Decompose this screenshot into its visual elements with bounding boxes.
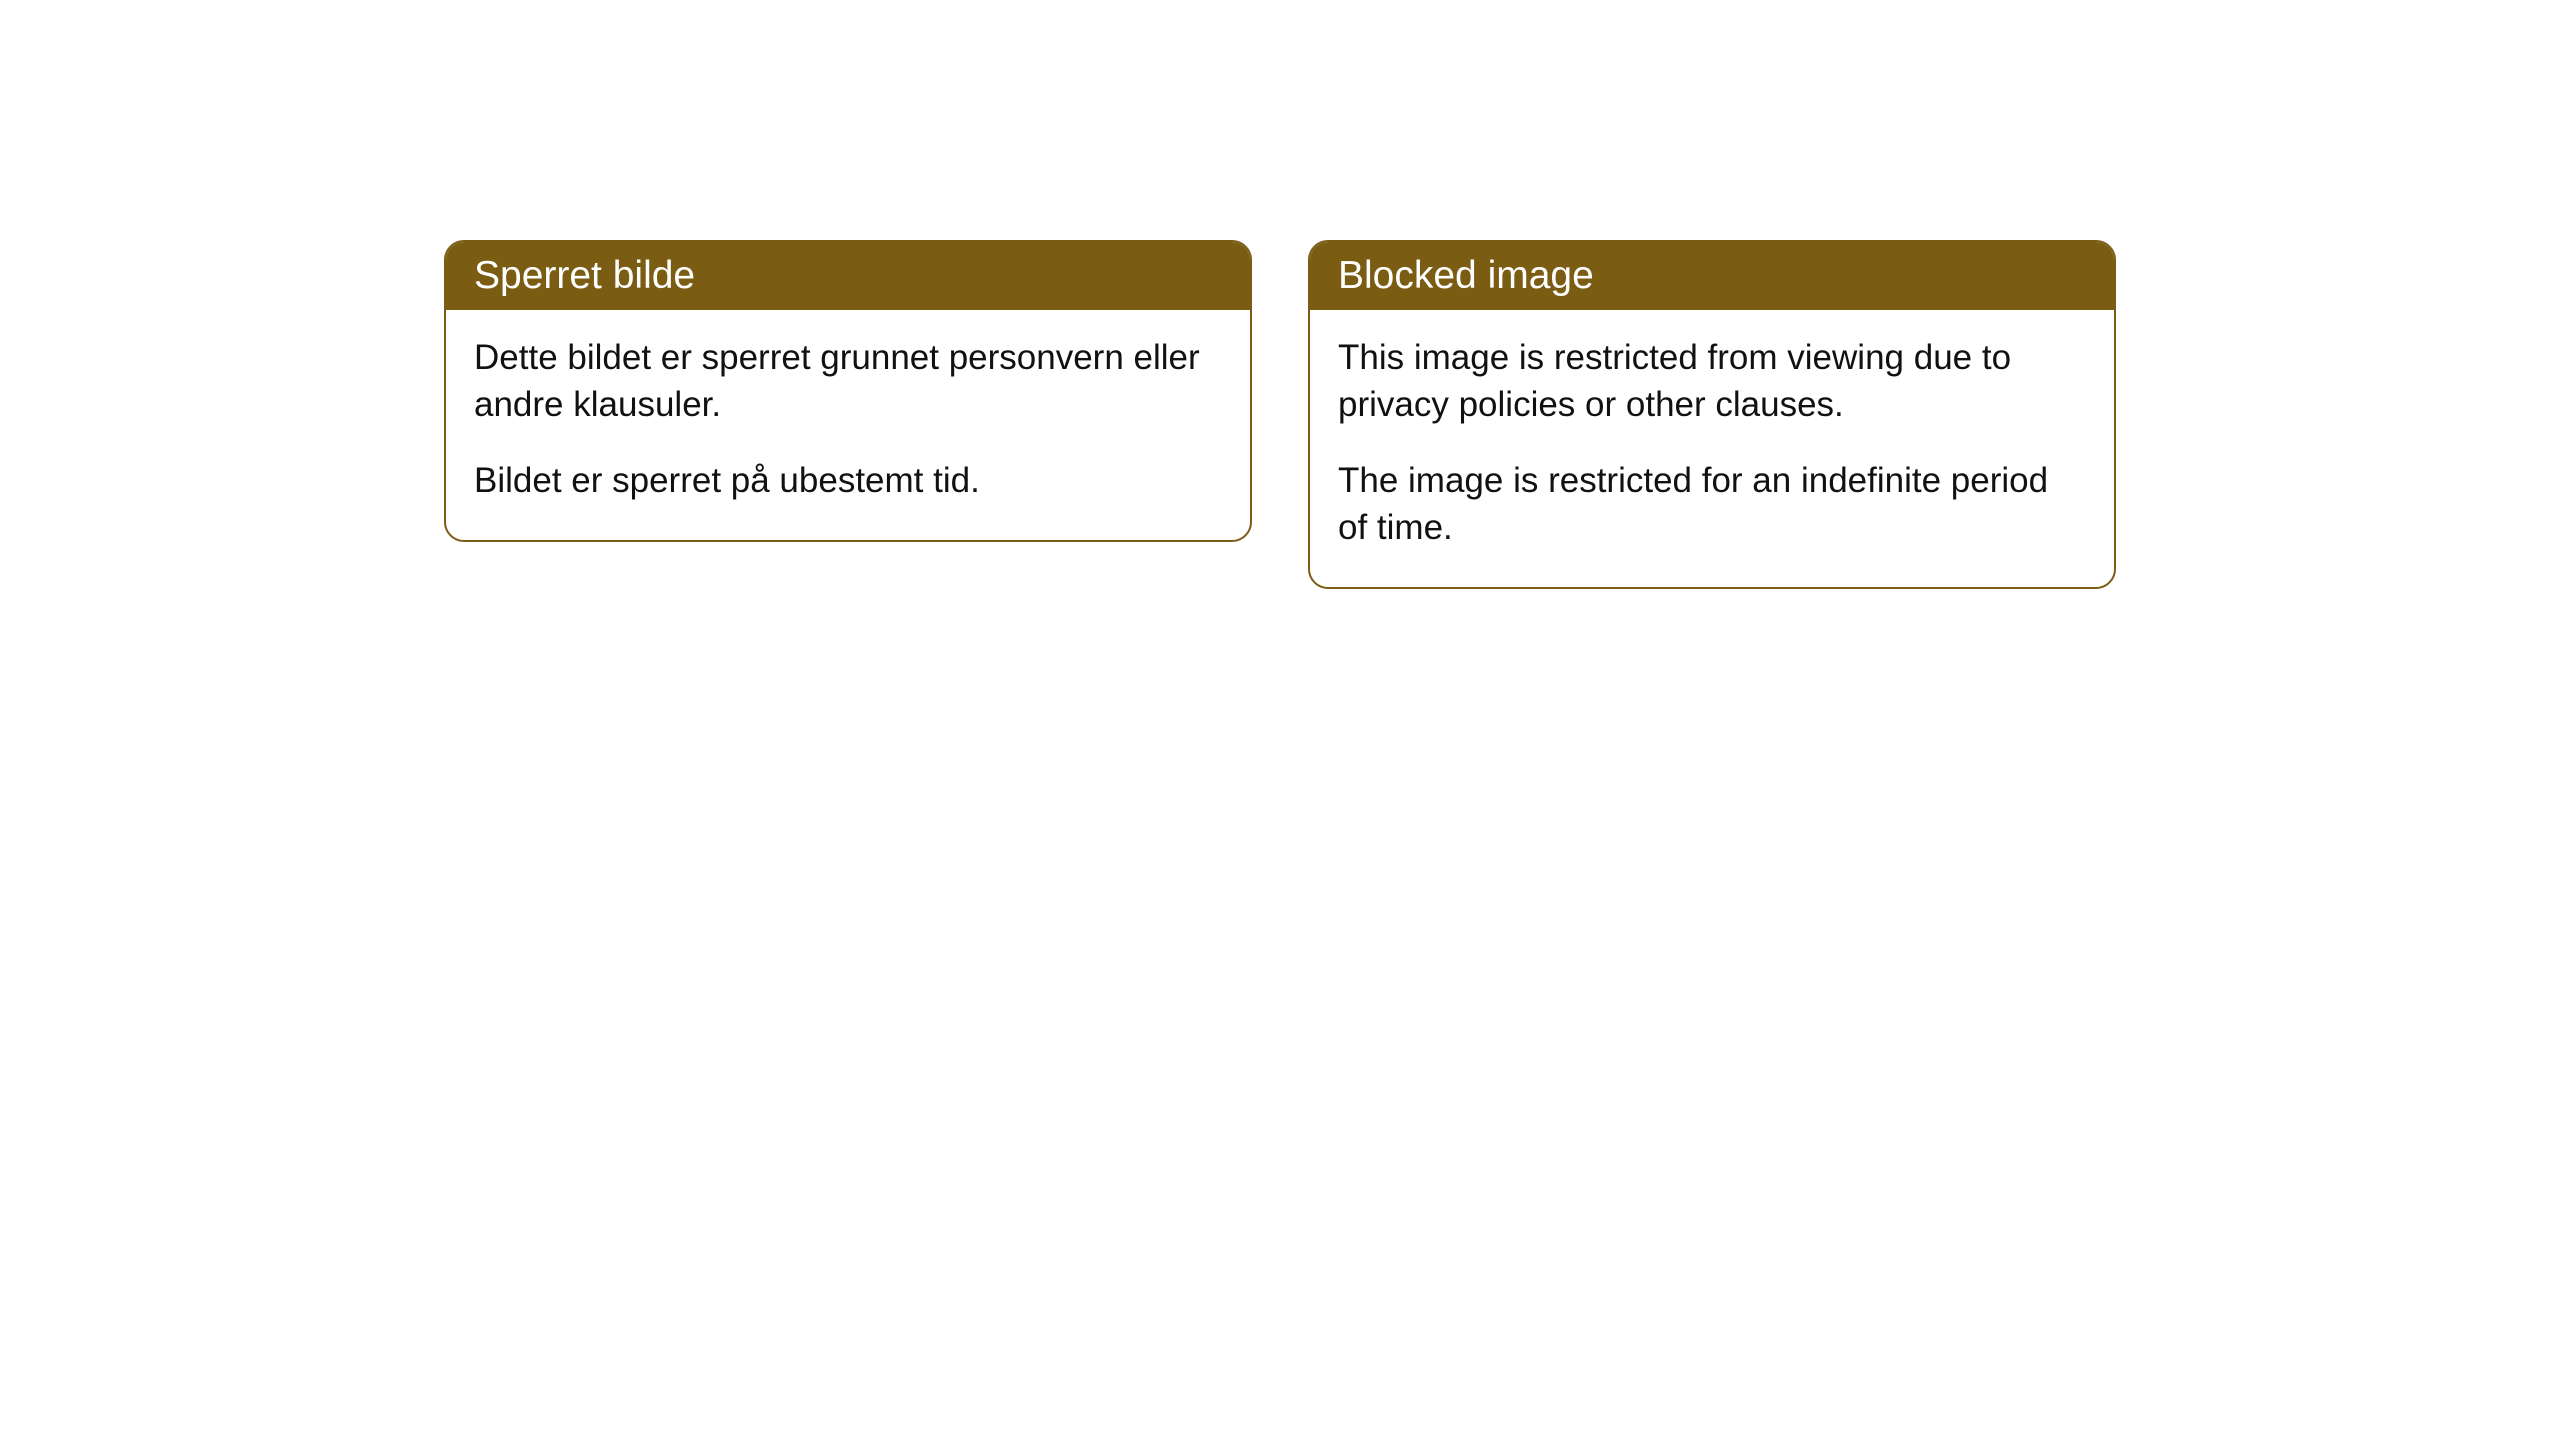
card-title: Blocked image xyxy=(1338,254,1594,297)
card-paragraph-2: Bildet er sperret på ubestemt tid. xyxy=(474,457,1222,504)
card-body: This image is restricted from viewing du… xyxy=(1310,310,2114,587)
card-header: Blocked image xyxy=(1310,242,2114,310)
card-paragraph-1: This image is restricted from viewing du… xyxy=(1338,334,2086,429)
card-header: Sperret bilde xyxy=(446,242,1250,310)
card-title: Sperret bilde xyxy=(474,254,695,297)
blocked-image-card-en: Blocked image This image is restricted f… xyxy=(1308,240,2116,589)
card-paragraph-2: The image is restricted for an indefinit… xyxy=(1338,457,2086,552)
card-paragraph-1: Dette bildet er sperret grunnet personve… xyxy=(474,334,1222,429)
blocked-image-card-no: Sperret bilde Dette bildet er sperret gr… xyxy=(444,240,1252,542)
card-body: Dette bildet er sperret grunnet personve… xyxy=(446,310,1250,540)
